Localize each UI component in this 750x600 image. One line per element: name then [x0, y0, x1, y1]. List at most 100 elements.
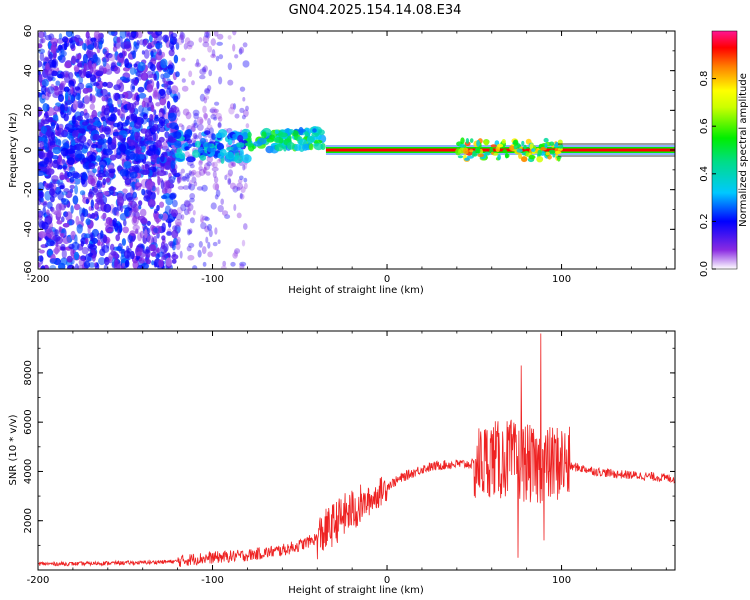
- heatmap-cell: [175, 221, 182, 228]
- heatmap-cell: [523, 144, 527, 150]
- heatmap-cell: [191, 125, 196, 132]
- heatmap-cell: [501, 139, 506, 144]
- heatmap-cell: [140, 169, 150, 175]
- heatmap-cell: [557, 139, 563, 145]
- heatmap-cell: [103, 264, 108, 269]
- heatmap-cell: [72, 130, 79, 138]
- heatmap-cell: [243, 223, 248, 230]
- heatmap-cell: [57, 55, 63, 61]
- heatmap-cell: [137, 86, 145, 93]
- heatmap-cell: [102, 57, 107, 67]
- heatmap-cell: [136, 116, 141, 125]
- heatmap-cell: [184, 151, 190, 158]
- heatmap-cell: [187, 254, 195, 261]
- heatmap-cell: [206, 224, 213, 231]
- heatmap-cell: [72, 195, 79, 205]
- snr-series: [38, 333, 675, 567]
- heatmap-cell: [220, 265, 227, 269]
- heatmap-cell: [205, 171, 211, 176]
- heatmap-cell: [158, 126, 166, 133]
- heatmap-cell: [199, 154, 207, 161]
- heatmap-cell: [175, 71, 180, 78]
- heatmap-cell: [74, 143, 84, 151]
- heatmap-cell: [204, 88, 210, 94]
- heatmap-cell: [160, 121, 166, 127]
- heatmap-cell: [224, 214, 231, 220]
- heatmap-cell: [129, 67, 136, 75]
- heatmap-cell: [211, 162, 215, 167]
- heatmap-cell: [175, 212, 182, 221]
- heatmap-cell: [41, 94, 46, 99]
- heatmap-cell: [153, 235, 158, 245]
- heatmap-cell: [50, 37, 59, 46]
- heatmap-cell: [204, 87, 211, 95]
- heatmap-cell: [184, 172, 191, 179]
- heatmap-cell: [130, 250, 135, 260]
- heatmap-cell: [227, 35, 232, 40]
- heatmap-cell: [192, 210, 196, 216]
- heatmap-cell: [198, 241, 203, 248]
- heatmap-cell: [200, 222, 207, 230]
- heatmap-cell: [158, 259, 164, 268]
- heatmap-cell: [112, 92, 120, 101]
- heatmap-cell: [123, 219, 127, 227]
- heatmap-cell: [194, 62, 201, 68]
- heatmap-cell: [116, 196, 124, 207]
- heatmap-cell: [188, 70, 193, 78]
- heatmap-cell: [469, 138, 474, 144]
- heatmap-cell: [132, 224, 140, 231]
- heatmap-cell: [227, 62, 233, 71]
- heatmap-cell: [245, 123, 250, 129]
- heatmap-cell: [239, 148, 244, 158]
- heatmap-cell: [548, 149, 556, 155]
- heatmap-cell: [154, 114, 159, 119]
- heatmap-cell: [139, 140, 145, 147]
- heatmap-cell: [180, 214, 185, 221]
- heatmap-cell: [181, 57, 186, 62]
- heatmap-cell: [245, 105, 249, 112]
- heatmap-cell: [134, 131, 139, 140]
- heatmap-cell: [215, 132, 224, 138]
- heatmap-cell: [46, 168, 55, 176]
- heatmap-cell: [95, 92, 103, 97]
- heatmap-cell: [188, 179, 193, 188]
- y-tick-label: -60: [23, 261, 34, 277]
- heatmap-cell: [171, 229, 179, 239]
- heatmap-cell: [40, 37, 46, 44]
- heatmap-cell: [133, 41, 137, 47]
- heatmap-cell: [525, 152, 530, 158]
- heatmap-cell: [43, 141, 48, 149]
- heatmap-cell: [109, 154, 117, 161]
- heatmap-cell: [87, 225, 91, 234]
- heatmap-cell: [521, 156, 528, 163]
- heatmap-cell: [123, 41, 132, 49]
- heatmap-cell: [78, 76, 84, 84]
- heatmap-cell: [82, 53, 88, 64]
- heatmap-cell: [119, 76, 127, 81]
- heatmap-cell: [118, 82, 125, 93]
- heatmap-cell: [86, 124, 97, 131]
- heatmap-cell: [96, 70, 104, 75]
- heatmap-cell: [45, 62, 50, 70]
- heatmap-cell: [203, 112, 208, 119]
- heatmap-cell: [214, 227, 218, 235]
- heatmap-cell: [173, 131, 182, 140]
- heatmap-cell: [146, 220, 151, 226]
- heatmap-cell: [208, 229, 213, 238]
- heatmap-cell: [48, 213, 53, 223]
- heatmap-cell: [194, 171, 202, 178]
- heatmap-cell: [73, 203, 81, 211]
- heatmap-cell: [167, 64, 173, 70]
- heatmap-cell: [116, 246, 122, 252]
- heatmap-cell: [162, 34, 170, 43]
- heatmap-cell: [87, 174, 94, 185]
- heatmap-cell: [247, 136, 252, 143]
- heatmap-cell: [168, 49, 175, 57]
- spectrogram-y-ticks: -60 -40 -20 0 20 40 60: [23, 25, 675, 277]
- heatmap-cell: [207, 118, 211, 126]
- heatmap-cell: [177, 176, 181, 185]
- heatmap-cell: [126, 196, 135, 203]
- heatmap-cell: [71, 139, 76, 147]
- heatmap-cell: [274, 129, 279, 135]
